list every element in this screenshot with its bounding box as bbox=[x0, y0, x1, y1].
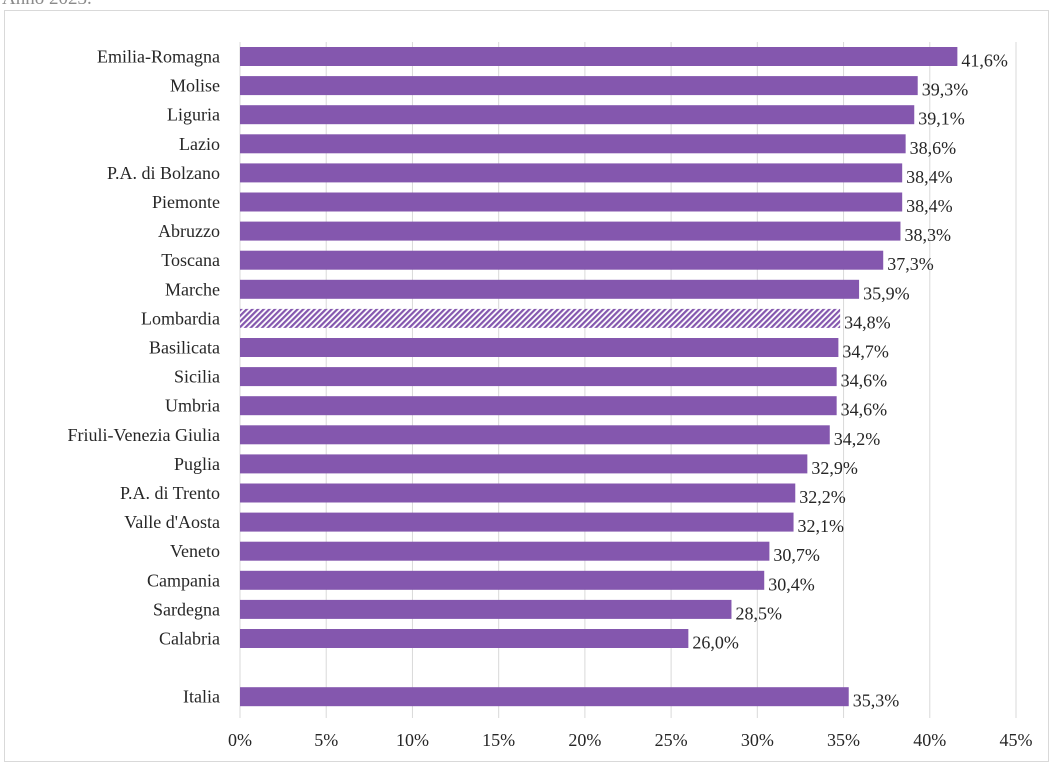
value-label: 26,0% bbox=[692, 633, 739, 653]
category-label: Liguria bbox=[167, 105, 220, 125]
category-label: Marche bbox=[165, 279, 220, 299]
bar-sardegna bbox=[240, 599, 732, 619]
bar-valle-d-aosta bbox=[240, 512, 794, 532]
x-tick-label: 45% bbox=[1000, 730, 1033, 750]
x-tick-label: 20% bbox=[568, 730, 601, 750]
category-label: Italia bbox=[183, 687, 220, 707]
bar-calabria bbox=[240, 629, 689, 648]
x-tick-label: 25% bbox=[655, 730, 688, 750]
category-label: Sicilia bbox=[174, 367, 220, 387]
value-label: 35,3% bbox=[853, 691, 900, 711]
value-label: 41,6% bbox=[961, 51, 1008, 71]
value-label: 34,2% bbox=[834, 429, 881, 449]
bar-friuli-venezia-giulia bbox=[240, 425, 830, 445]
bar-veneto bbox=[240, 541, 770, 561]
category-label: Molise bbox=[170, 76, 220, 96]
bar-toscana bbox=[240, 250, 884, 270]
value-label: 38,6% bbox=[910, 138, 957, 158]
value-label: 38,4% bbox=[906, 196, 953, 216]
category-label: Lazio bbox=[179, 134, 220, 154]
category-label: Veneto bbox=[170, 541, 220, 561]
value-label: 39,1% bbox=[918, 109, 965, 129]
bar-liguria bbox=[240, 105, 915, 125]
bar-molise bbox=[240, 76, 918, 96]
category-label: Emilia-Romagna bbox=[97, 47, 220, 67]
bar-abruzzo bbox=[240, 221, 901, 241]
value-label: 32,9% bbox=[811, 458, 858, 478]
category-label: Lombardia bbox=[141, 308, 220, 328]
value-label: 30,4% bbox=[768, 574, 815, 594]
bar-lombardia bbox=[240, 308, 841, 328]
bar-campania bbox=[240, 570, 765, 590]
category-label: Campania bbox=[147, 570, 220, 590]
value-label: 34,8% bbox=[844, 312, 891, 332]
bar-piemonte bbox=[240, 192, 903, 212]
bar-umbria bbox=[240, 396, 837, 416]
category-label: Basilicata bbox=[149, 338, 220, 358]
bar-p-a-di-bolzano bbox=[240, 163, 903, 183]
bar-emilia-romagna bbox=[240, 47, 958, 66]
bar-lazio bbox=[240, 134, 906, 154]
category-label: Toscana bbox=[161, 250, 220, 270]
category-label: Sardegna bbox=[153, 599, 220, 619]
value-label: 34,6% bbox=[841, 371, 888, 391]
chart-caption: Anno 2023. bbox=[2, 0, 92, 10]
value-label: 28,5% bbox=[735, 603, 782, 623]
x-tick-label: 15% bbox=[482, 730, 515, 750]
bar-italia bbox=[240, 687, 849, 707]
x-tick-label: 10% bbox=[396, 730, 429, 750]
bar-basilicata bbox=[240, 338, 839, 357]
value-label: 35,9% bbox=[863, 283, 910, 303]
bars: Emilia-Romagna 41,6% Molise 39,3% Liguria 39,… bbox=[68, 47, 1008, 711]
x-tick-label: 30% bbox=[741, 730, 774, 750]
x-axis-ticks: 0% 5% 10% 15% 20% 25% 30% 35% 40% 45% bbox=[228, 730, 1033, 750]
x-tick-label: 40% bbox=[913, 730, 946, 750]
value-label: 34,7% bbox=[842, 342, 889, 362]
category-label: Puglia bbox=[174, 454, 220, 474]
category-label: Abruzzo bbox=[158, 221, 220, 241]
category-label: Umbria bbox=[165, 396, 220, 416]
bar-p-a-di-trento bbox=[240, 483, 796, 503]
x-tick-label: 5% bbox=[314, 730, 338, 750]
category-label: P.A. di Trento bbox=[120, 483, 220, 503]
value-label: 37,3% bbox=[887, 254, 934, 274]
category-label: Piemonte bbox=[152, 192, 220, 212]
value-label: 32,1% bbox=[798, 516, 845, 536]
bar-puglia bbox=[240, 454, 808, 474]
value-label: 30,7% bbox=[773, 545, 820, 565]
category-label: Valle d'Aosta bbox=[124, 512, 220, 532]
value-label: 34,6% bbox=[841, 400, 888, 420]
value-label: 38,3% bbox=[904, 225, 951, 245]
value-label: 32,2% bbox=[799, 487, 846, 507]
value-label: 39,3% bbox=[922, 80, 969, 100]
category-label: P.A. di Bolzano bbox=[107, 163, 220, 183]
bar-sicilia bbox=[240, 367, 837, 387]
x-tick-label: 35% bbox=[827, 730, 860, 750]
x-tick-label: 0% bbox=[228, 730, 252, 750]
category-label: Calabria bbox=[159, 629, 220, 649]
value-label: 38,4% bbox=[906, 167, 953, 187]
bar-marche bbox=[240, 279, 860, 299]
category-label: Friuli-Venezia Giulia bbox=[68, 425, 220, 445]
